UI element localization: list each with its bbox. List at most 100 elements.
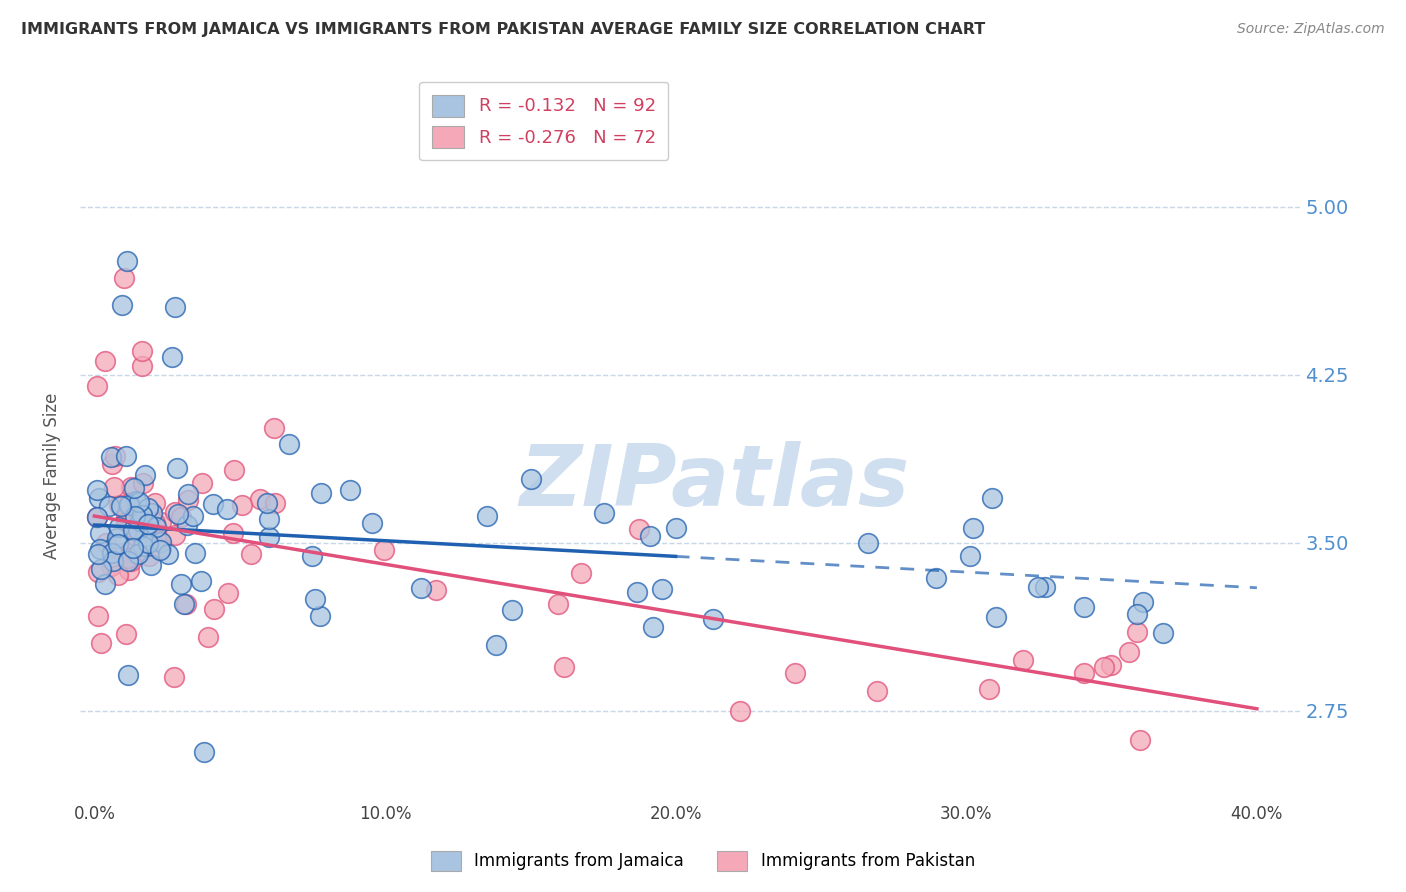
Point <box>141 506 163 520</box>
Point <box>131 359 153 374</box>
Point <box>163 527 186 541</box>
Point <box>86 509 108 524</box>
Point <box>177 492 200 507</box>
Point <box>177 487 200 501</box>
Point <box>501 603 523 617</box>
Point <box>104 450 127 464</box>
Point <box>129 514 152 528</box>
Point <box>117 551 139 566</box>
Point <box>127 547 149 561</box>
Point <box>728 704 751 718</box>
Point <box>925 571 948 585</box>
Point <box>184 546 207 560</box>
Point <box>134 529 156 543</box>
Point <box>86 609 108 624</box>
Point <box>100 558 122 573</box>
Point <box>103 554 125 568</box>
Point <box>103 480 125 494</box>
Point <box>100 450 122 464</box>
Point <box>121 540 143 554</box>
Point <box>138 517 160 532</box>
Point <box>1099 658 1122 673</box>
Point <box>475 508 498 523</box>
Point <box>118 496 141 510</box>
Point <box>1128 733 1150 747</box>
Point <box>1012 653 1035 667</box>
Point <box>124 481 146 495</box>
Point <box>120 554 142 568</box>
Point <box>132 476 155 491</box>
Point <box>87 565 110 579</box>
Point <box>277 437 299 451</box>
Point <box>138 549 160 563</box>
Point <box>1033 580 1056 594</box>
Point <box>191 475 214 490</box>
Point <box>94 576 117 591</box>
Point <box>122 523 145 537</box>
Point <box>547 597 569 611</box>
Point <box>217 586 239 600</box>
Point <box>117 668 139 682</box>
Legend: R = -0.132   N = 92, R = -0.276   N = 72: R = -0.132 N = 92, R = -0.276 N = 72 <box>419 82 668 161</box>
Point <box>641 620 664 634</box>
Point <box>249 492 271 507</box>
Point <box>117 554 139 568</box>
Point <box>136 535 159 549</box>
Point <box>124 508 146 523</box>
Point <box>309 486 332 500</box>
Point <box>257 531 280 545</box>
Point <box>143 496 166 510</box>
Point <box>257 511 280 525</box>
Point <box>1152 625 1174 640</box>
Point <box>201 497 224 511</box>
Point <box>101 457 124 471</box>
Point <box>145 520 167 534</box>
Point <box>1118 645 1140 659</box>
Point <box>166 460 188 475</box>
Point <box>520 472 543 486</box>
Point <box>202 602 225 616</box>
Point <box>301 549 323 563</box>
Point <box>638 529 661 543</box>
Point <box>166 508 188 522</box>
Point <box>264 496 287 510</box>
Point <box>107 567 129 582</box>
Point <box>162 671 184 685</box>
Point <box>240 547 263 561</box>
Point <box>1092 660 1115 674</box>
Point <box>105 532 128 546</box>
Point <box>176 597 198 611</box>
Point <box>87 547 110 561</box>
Point <box>1026 580 1049 594</box>
Point <box>856 536 879 550</box>
Point <box>110 500 132 514</box>
Point <box>143 516 166 530</box>
Point <box>569 566 592 580</box>
Point <box>115 627 138 641</box>
Text: ZIPatlas: ZIPatlas <box>519 441 910 524</box>
Point <box>90 635 112 649</box>
Point <box>150 515 173 529</box>
Point <box>115 516 138 530</box>
Legend: Immigrants from Jamaica, Immigrants from Pakistan: Immigrants from Jamaica, Immigrants from… <box>423 842 983 880</box>
Point <box>1132 595 1154 609</box>
Point <box>628 522 651 536</box>
Point <box>222 526 245 541</box>
Point <box>150 541 173 555</box>
Point <box>89 491 111 505</box>
Point <box>160 350 183 364</box>
Point <box>118 563 141 577</box>
Point <box>149 543 172 558</box>
Point <box>866 683 889 698</box>
Point <box>373 543 395 558</box>
Point <box>125 494 148 508</box>
Point <box>131 508 153 523</box>
Point <box>101 546 124 560</box>
Point <box>97 499 120 513</box>
Point <box>962 520 984 534</box>
Point <box>121 516 143 530</box>
Point <box>86 510 108 524</box>
Point <box>86 483 108 497</box>
Point <box>86 379 108 393</box>
Point <box>156 547 179 561</box>
